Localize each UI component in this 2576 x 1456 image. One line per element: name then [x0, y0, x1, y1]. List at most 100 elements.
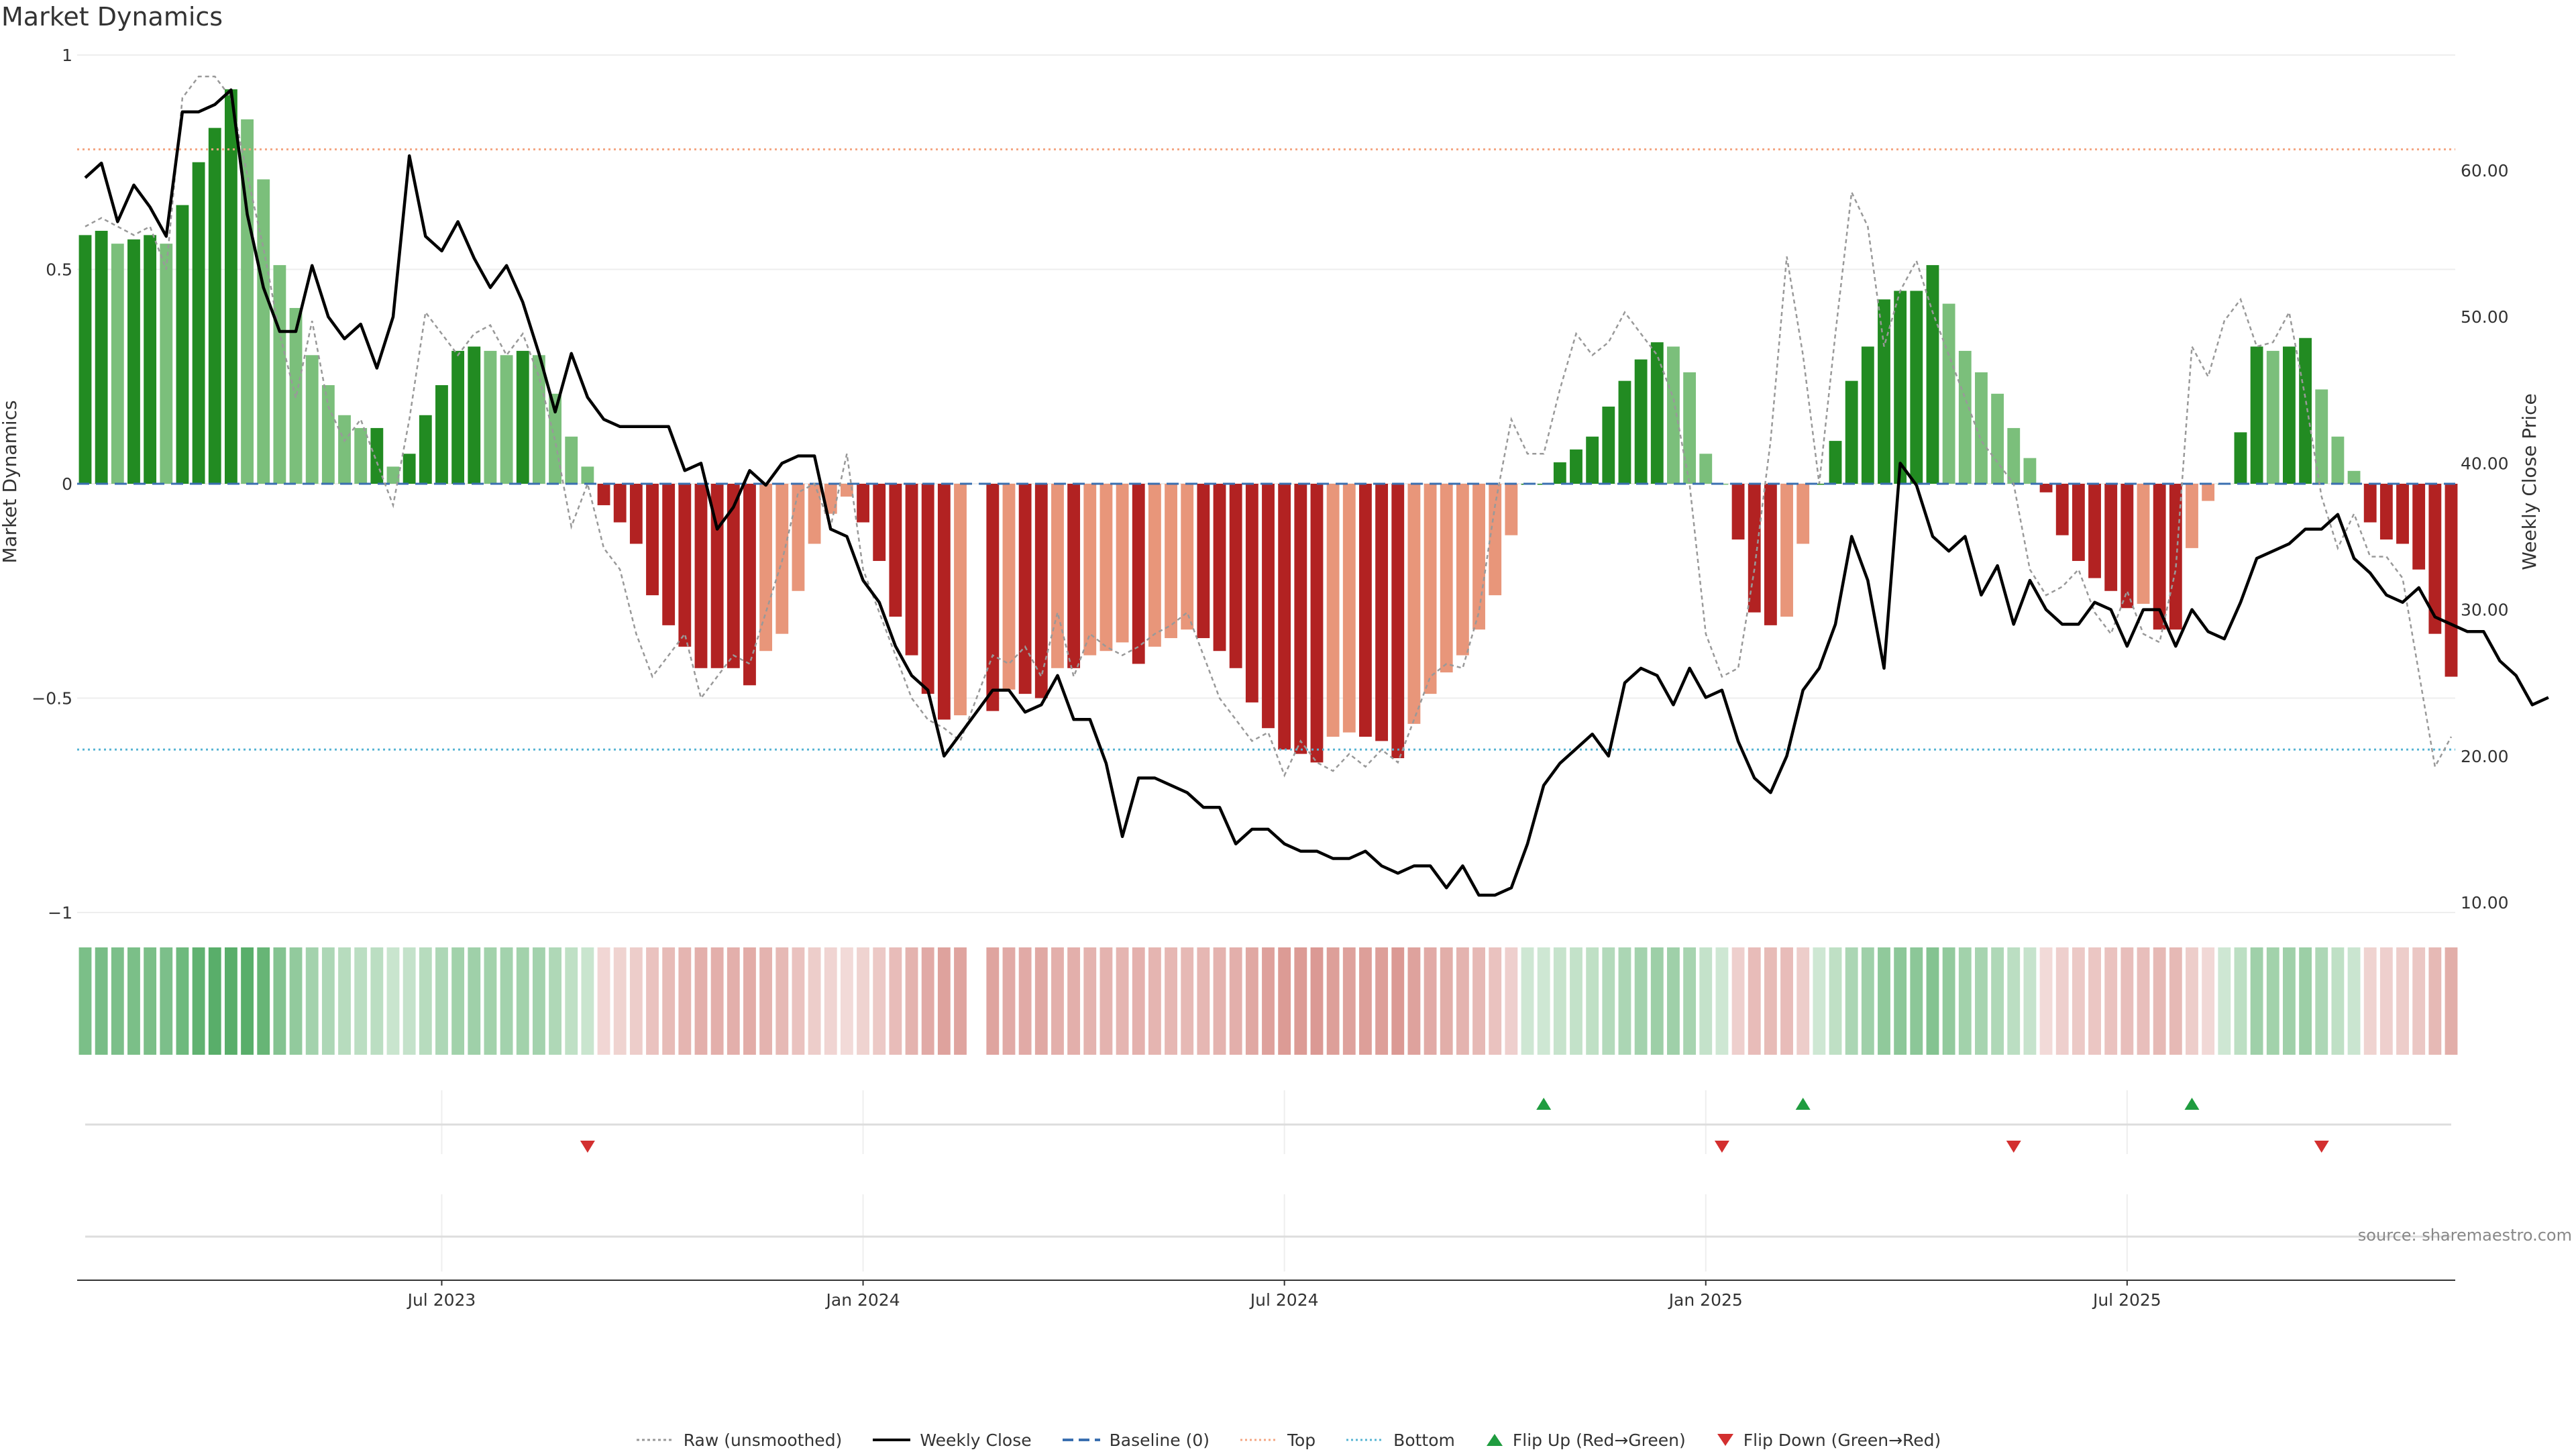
regime-cell [257, 947, 270, 1055]
dynamics-bar [1731, 484, 1745, 540]
regime-cell [160, 947, 173, 1055]
dynamics-bar [2121, 484, 2134, 609]
y2-tick-label: 60.00 [2461, 161, 2509, 180]
dynamics-bar [1342, 484, 1356, 733]
dynamics-bar [857, 484, 869, 523]
dynamics-bar [921, 484, 934, 694]
dynamics-bar [1650, 342, 1664, 484]
dynamics-bar [2347, 470, 2361, 484]
regime-cell [954, 947, 967, 1055]
dynamics-bar [2331, 436, 2345, 484]
dynamics-bar [273, 265, 286, 484]
dynamics-bar [354, 427, 368, 484]
regime-cell [1262, 947, 1275, 1055]
regime-cell [2088, 947, 2101, 1055]
dynamics-bar [1197, 484, 1210, 639]
regime-strip [78, 947, 2458, 1055]
regime-cell [241, 947, 254, 1055]
dynamics-bar [111, 244, 124, 484]
dynamics-bar [2186, 484, 2198, 548]
regime-cell [2023, 947, 2037, 1055]
regime-cell [2039, 947, 2053, 1055]
dynamics-bar [1829, 441, 1842, 484]
dynamics-bar [321, 385, 335, 484]
dynamics-bar [1618, 380, 1631, 484]
regime-cell [2379, 947, 2393, 1055]
dynamics-bar [2315, 389, 2328, 484]
regime-cell [1878, 947, 1890, 1055]
regime-cell [1845, 947, 1858, 1055]
dynamics-bar [2072, 484, 2085, 562]
regime-cell [1326, 947, 1340, 1055]
regime-cell [1699, 947, 1713, 1055]
regime-cell [1942, 947, 1955, 1055]
regime-cell [1197, 947, 1210, 1055]
dynamics-bar [2379, 484, 2393, 540]
dynamics-bar [402, 454, 416, 484]
dynamics-bar [2363, 484, 2377, 523]
regime-cell [516, 947, 529, 1055]
dynamics-bar [1278, 484, 1291, 750]
regime-cell [2412, 947, 2426, 1055]
dynamics-bar [95, 230, 108, 484]
dynamics-bar [2007, 427, 2021, 484]
regime-cell [1521, 947, 1534, 1055]
reference-lines [77, 148, 2455, 751]
dynamics-bar [1375, 484, 1389, 741]
dynamics-bar [1505, 484, 1518, 535]
regime-cell [1034, 947, 1048, 1055]
dynamics-bar [1667, 346, 1680, 484]
regime-cell [1116, 947, 1129, 1055]
regime-cell [2445, 947, 2458, 1055]
dynamics-bar [1310, 484, 1324, 763]
dynamics-bar [889, 484, 902, 617]
dynamics-bar [613, 484, 627, 523]
regime-cell [905, 947, 918, 1055]
regime-cell [2331, 947, 2345, 1055]
regime-cell [1958, 947, 1972, 1055]
regime-cell [549, 947, 561, 1055]
dynamics-bar [629, 484, 643, 544]
regime-cell [1342, 947, 1356, 1055]
regime-cell [2007, 947, 2021, 1055]
dynamics-bar [597, 484, 610, 505]
regime-cell [1132, 947, 1145, 1055]
dynamics-bar [1845, 380, 1858, 484]
legend-raw-label: Raw (unsmoothed) [683, 1430, 843, 1450]
legend-raw: Raw (unsmoothed) [635, 1430, 843, 1450]
chart-legend: Raw (unsmoothed) Weekly Close Baseline (… [0, 1424, 2576, 1456]
dynamics-bar [1424, 484, 1437, 694]
dynamics-bar [1067, 484, 1081, 668]
dynamics-bar [905, 484, 918, 656]
regime-cell [921, 947, 934, 1055]
regime-cell [2169, 947, 2182, 1055]
dynamics-bar [2299, 337, 2312, 484]
regime-cell [1165, 947, 1177, 1055]
regime-cell [95, 947, 108, 1055]
dynamics-bar [743, 484, 756, 686]
dynamics-bar [2283, 346, 2296, 484]
regime-cell [629, 947, 643, 1055]
dynamics-bar [710, 484, 724, 668]
dynamics-bar [176, 205, 189, 484]
regime-cell [1083, 947, 1097, 1055]
dynamics-bar [257, 179, 270, 484]
flip-down-marker [2006, 1141, 2021, 1153]
regime-cell [1715, 947, 1729, 1055]
regime-cell [1861, 947, 1874, 1055]
dynamics-bar [160, 244, 173, 484]
dynamics-bar [468, 346, 481, 484]
dynamics-bar [759, 484, 773, 652]
flip-up-marker [1795, 1098, 1811, 1110]
regime-cell [1472, 947, 1485, 1055]
dynamics-bar [2250, 346, 2263, 484]
regime-cell [1018, 947, 1032, 1055]
flip-down-marker [2314, 1141, 2329, 1153]
dynamics-bar [1553, 462, 1566, 484]
regime-cell [1764, 947, 1777, 1055]
flip-markers-panel [85, 1098, 2451, 1238]
dynamics-bar [2412, 484, 2426, 570]
regime-cell [2266, 947, 2279, 1055]
source-note: source: sharemaestro.com [2358, 1226, 2572, 1245]
regime-cell [1537, 947, 1550, 1055]
